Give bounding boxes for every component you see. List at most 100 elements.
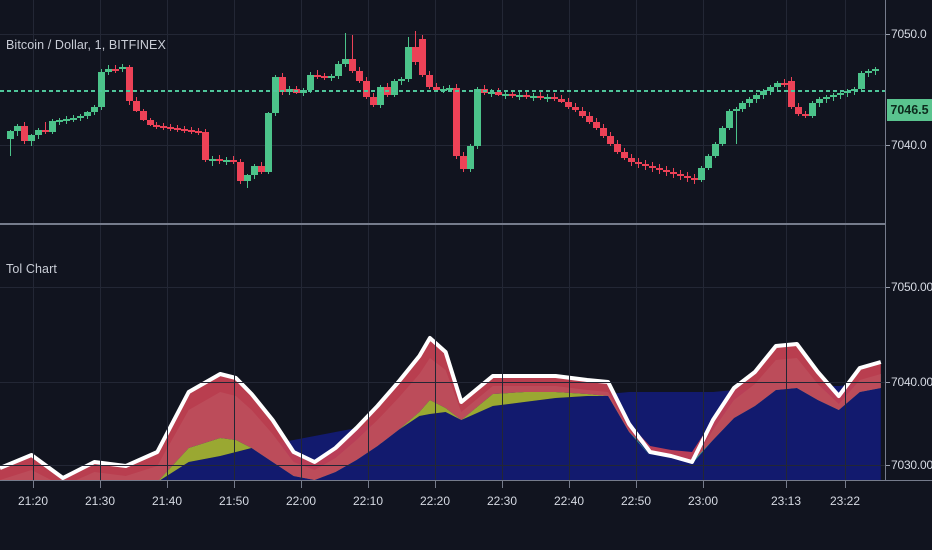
candle-wick [114,64,116,73]
candle-body [90,106,98,113]
gridline-h [0,382,886,383]
time-axis-tick [33,481,34,488]
gridline-v [569,225,570,480]
axis-tick-dash [886,287,890,288]
candle-body [837,92,845,95]
candle-body [334,63,342,76]
price-axis[interactable]: 7050.07040.07050.00007040.00007030.0000 … [885,0,932,480]
candle-body [279,76,287,92]
candle-body [858,72,866,89]
price-axis-label: 7030.0000 [891,458,932,472]
time-axis-tick [703,481,704,488]
time-axis-tick [167,481,168,488]
candle-body [523,94,531,97]
candle-body [683,176,691,179]
gridline-v [502,0,503,224]
gridline-v [703,225,704,480]
time-axis-tick [100,481,101,488]
candle-wick [9,130,11,157]
indicator-pane[interactable] [0,225,886,480]
axis-tick-dash [886,465,890,466]
chart-title: Bitcoin / Dollar, 1, BITFINEX [6,38,166,52]
candle-body [586,116,594,123]
candle-body [62,119,70,122]
candle-body [6,131,14,140]
candle-body [662,170,670,173]
candle-body [551,96,559,99]
candle-body [732,108,740,111]
time-axis-label: 23:22 [829,494,861,508]
candle-body [530,95,538,98]
gridline-v [435,225,436,480]
gridline-v [368,225,369,480]
price-axis-label: 7040.0 [891,138,927,152]
price-pane[interactable]: Bitcoin / Dollar, 1, BITFINEX [0,0,886,224]
last-price-line [0,89,886,92]
candle-body [446,87,454,90]
candle-body [174,128,182,131]
candle-wick [735,106,737,145]
gridline-v [33,0,34,224]
candle-wick [805,110,807,119]
candle-body [411,46,419,62]
gridline-v [167,0,168,224]
candle-wick [233,156,235,165]
gridline-v [234,0,235,224]
candle-body [704,156,712,169]
candle-body [606,136,614,145]
candle-body [432,86,440,90]
candle-body [20,126,28,142]
last-price-badge[interactable]: 7046.5 [887,99,932,121]
candle-body [865,70,873,73]
gridline-v [845,0,846,224]
candle-wick [540,91,542,100]
candle-body [83,112,91,117]
candle-body [369,96,377,105]
gridline-v [33,225,34,480]
candle-body [320,75,328,78]
gridline-h [0,465,886,466]
time-axis-label: 21:40 [151,494,183,508]
gridline-v [301,0,302,224]
gridline-v [435,0,436,224]
candle-body [111,68,119,71]
gridline-v [786,225,787,480]
time-axis-tick [845,481,846,488]
tol-chart-bands [0,336,882,480]
candle-body [613,144,621,153]
candle-body [599,128,607,137]
candle-body [160,126,168,129]
time-axis-tick [569,481,570,488]
candle-wick [316,69,318,79]
price-axis-label: 7040.0000 [891,375,932,389]
candle-body [746,98,754,103]
gridline-v [368,0,369,224]
pane-separator [0,223,932,225]
candle-body [788,80,796,107]
candle-body [48,121,56,133]
candle-body [565,101,573,107]
candle-wick [44,122,46,135]
price-axis-label: 7050.0000 [891,280,932,294]
candle-body [634,162,642,165]
candle-body [362,80,370,97]
time-axis-label: 21:50 [218,494,250,508]
candle-body [13,126,21,132]
candle-body [872,68,880,71]
candle-body [104,68,112,72]
candle-body [327,75,335,78]
candle-body [823,96,831,99]
time-axis[interactable]: 21:20 21:30 21:40 21:50 22:00 22:10 22:20 22:30… [0,481,932,550]
candle-body [146,120,154,126]
candle-body [488,91,496,94]
candle-body [579,110,587,117]
candle-body [397,78,405,81]
candle-body [592,122,600,129]
candle-body [739,102,747,109]
gridline-v [703,0,704,224]
candle-body [781,82,789,85]
candle-body [251,166,259,176]
candle-body [209,159,217,162]
time-axis-label: 22:40 [553,494,585,508]
candle-body [216,159,224,162]
